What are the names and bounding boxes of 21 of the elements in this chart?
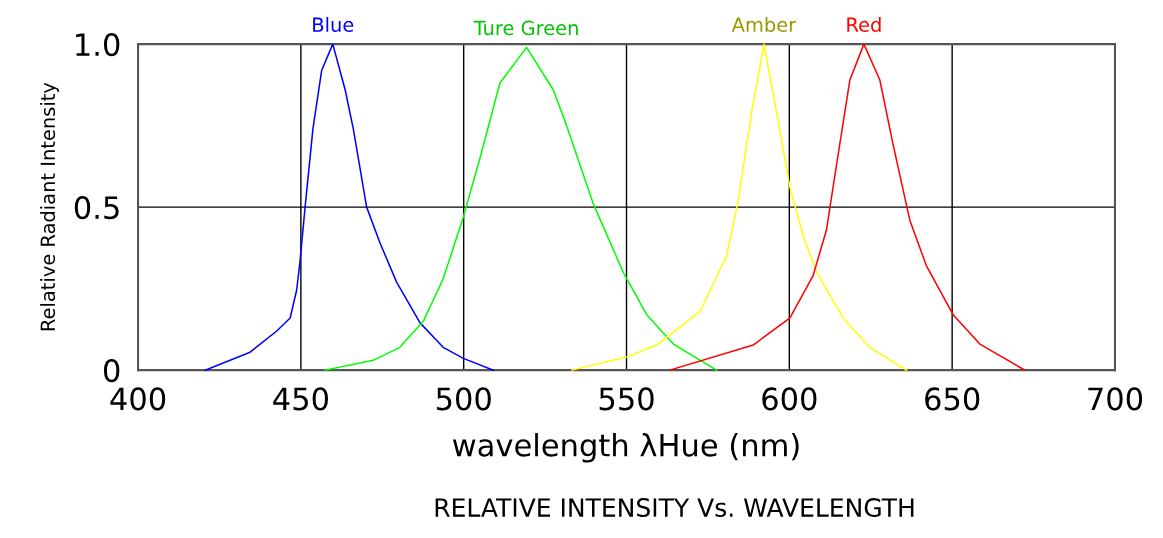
series-label: Amber	[731, 16, 797, 33]
y-axis-title: Relative Radiant Intensity	[40, 82, 59, 331]
x-tick-label: 600	[762, 387, 817, 411]
y-tick-label: 0.5	[74, 196, 119, 220]
x-tick-label: 400	[110, 387, 166, 411]
line-series	[204, 43, 495, 371]
line-series	[324, 46, 718, 371]
y-tick-label: 1.0	[76, 33, 120, 57]
series-label: Ture Green	[473, 20, 578, 36]
series-label: Red	[847, 16, 881, 33]
y-tick-label: 0	[103, 359, 120, 383]
line-series	[669, 43, 1026, 371]
line-series	[571, 43, 908, 371]
x-axis-title: wavelength λHue (nm)	[452, 433, 799, 463]
series-label: Blue	[313, 16, 354, 33]
text: RELATIVE INTENSITY Vs. WAVELENGTH	[435, 498, 914, 518]
x-tick-label: 450	[273, 387, 328, 411]
x-tick-label: 500	[436, 387, 491, 411]
x-tick-label: 550	[599, 387, 654, 411]
x-tick-label: 650	[925, 387, 980, 411]
x-tick-label: 700	[1088, 387, 1143, 411]
